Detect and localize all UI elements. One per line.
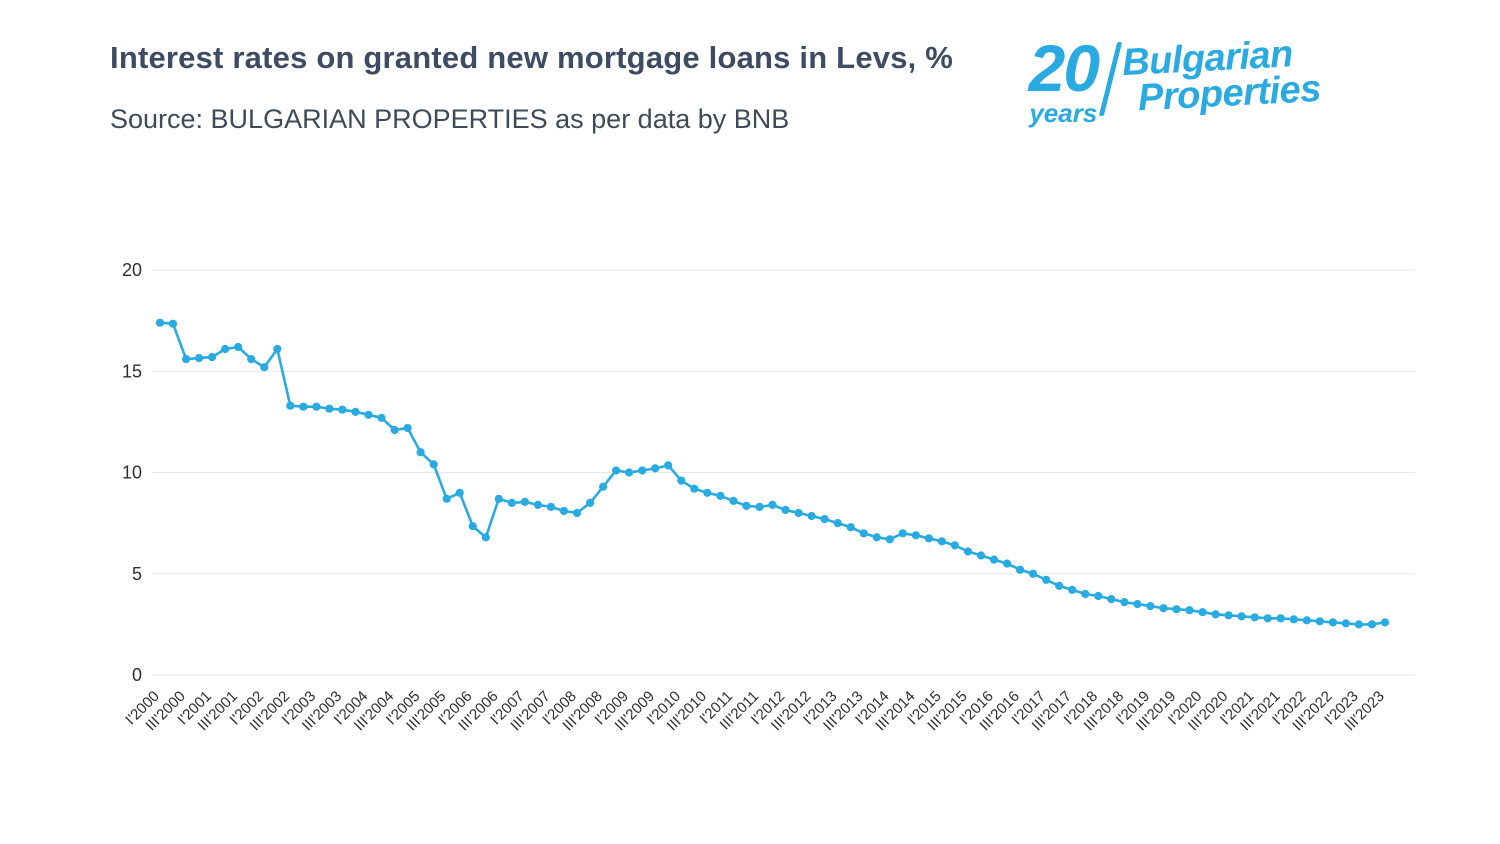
brand-logo: 20 years Bulgarian Properties — [1028, 31, 1322, 129]
logo-slash-divider — [1098, 42, 1123, 116]
svg-text:15: 15 — [122, 361, 142, 381]
page-title: Interest rates on granted new mortgage l… — [110, 40, 954, 75]
source-subtitle: Source: BULGARIAN PROPERTIES as per data… — [110, 104, 790, 134]
svg-text:5: 5 — [132, 564, 142, 584]
interest-rates-line-chart: 0 5 10 15 20 I'2000 III'2000 I'2001 III'2001 I'20… — [30, 235, 1470, 815]
header: Interest rates on granted new mortgage l… — [110, 31, 1440, 135]
logo-20-years: 20 years — [1028, 31, 1100, 129]
svg-text:20: 20 — [122, 260, 142, 280]
logo-name-line2: Properties — [1136, 67, 1322, 120]
svg-text:0: 0 — [132, 665, 142, 685]
logo-years-label: years — [1029, 98, 1098, 128]
logo-number: 20 — [1028, 31, 1100, 105]
svg-text:10: 10 — [122, 463, 142, 483]
chart-canvas: 05101520I'2000III'2000I'2001III'2001I'20… — [122, 260, 1415, 734]
logo-brand-name: Bulgarian Properties — [1121, 33, 1322, 120]
